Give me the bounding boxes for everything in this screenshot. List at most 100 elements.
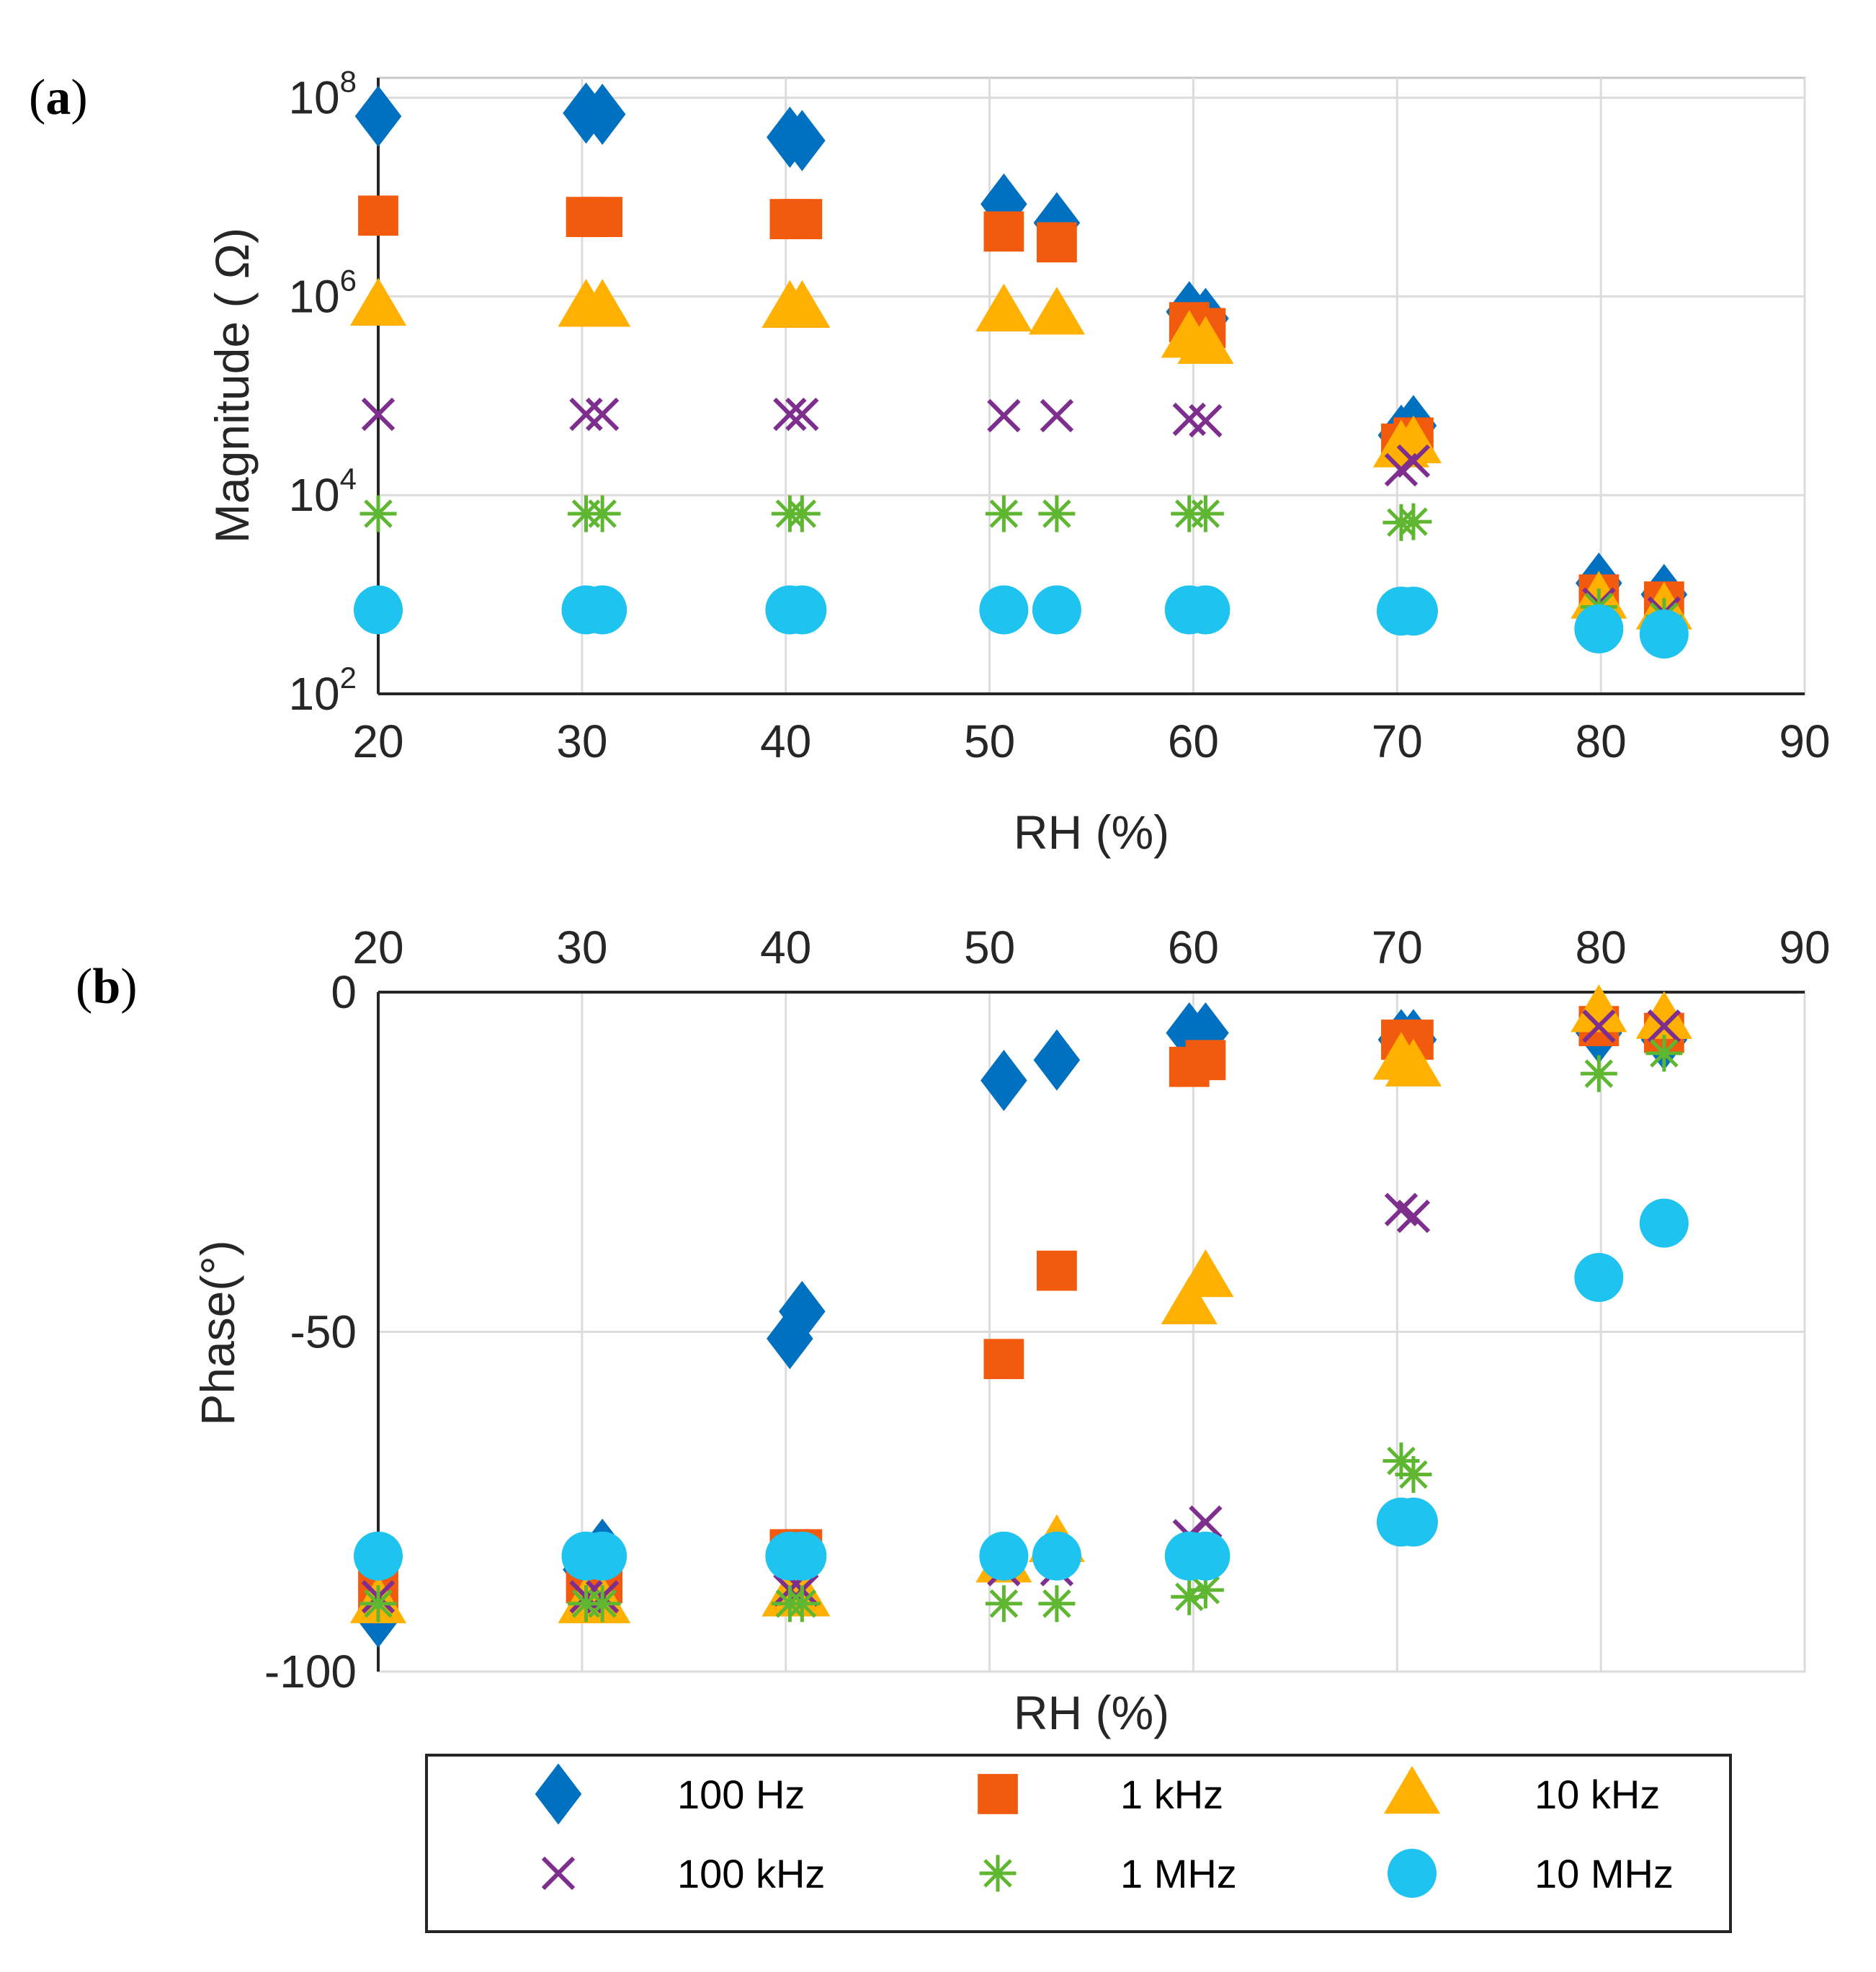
y-tick-b-m100: -100 — [264, 1646, 357, 1697]
data-marks-a — [349, 82, 1692, 659]
x-axis-label-a: RH (%) — [1014, 806, 1169, 859]
legend-label-100-khz: 100 kHz — [677, 1851, 825, 1896]
point-a-1-mhz-4 — [783, 495, 821, 532]
x-tick-b-30: 30 — [556, 922, 607, 973]
panel-b-label: (b) — [76, 959, 138, 1014]
point-a-100-khz-0 — [361, 397, 396, 432]
point-a-10-mhz-4 — [777, 585, 827, 635]
point-a-1-khz-4 — [782, 199, 823, 239]
point-a-10-mhz-5 — [979, 585, 1029, 635]
point-a-100-khz-8 — [1189, 403, 1223, 438]
point-a-100-khz-7 — [1172, 402, 1206, 437]
point-a-10-khz-0 — [349, 277, 407, 326]
legend-label-1-mhz: 1 MHz — [1120, 1851, 1237, 1896]
legend-marker-10-mhz — [1388, 1849, 1437, 1898]
point-a-1-khz-2 — [582, 197, 623, 238]
point-b-10-khz-7 — [1161, 1276, 1218, 1324]
tick-labels-b: 20 30 40 50 60 70 80 90 0 -50 -100 — [264, 922, 1831, 1697]
point-a-10-mhz-12 — [1639, 609, 1689, 659]
point-a-10-khz-6 — [1028, 287, 1086, 335]
point-a-100-khz-5 — [987, 398, 1021, 433]
point-a-1-mhz-2 — [584, 495, 621, 532]
point-a-100-hz-4 — [779, 110, 826, 171]
y-tick-b-0: 0 — [331, 966, 357, 1018]
point-b-1-mhz-5 — [985, 1585, 1022, 1623]
y-axis-label-a: Magnitude ( Ω) — [205, 228, 259, 543]
y-tick-a-1e8: 108 — [288, 65, 357, 124]
point-a-1-mhz-6 — [1038, 495, 1076, 532]
point-a-10-mhz-2 — [578, 585, 627, 635]
point-a-10-khz-4 — [774, 280, 831, 329]
point-b-10-mhz-12 — [1639, 1198, 1689, 1248]
point-b-100-hz-4 — [779, 1280, 826, 1342]
point-b-100-hz-6 — [1033, 1029, 1081, 1091]
point-a-10-khz-5 — [975, 283, 1032, 331]
point-b-1-mhz-10 — [1395, 1456, 1432, 1494]
point-a-1-mhz-5 — [985, 495, 1022, 532]
point-b-10-mhz-0 — [354, 1531, 403, 1581]
point-b-1-mhz-7 — [1171, 1578, 1208, 1615]
legend-label-10-khz: 10 kHz — [1535, 1772, 1660, 1817]
point-a-1-mhz-8 — [1187, 495, 1224, 532]
tick-labels-a: 20 30 40 50 60 70 80 90 102 104 106 108 — [288, 65, 1830, 767]
x-tick-a-70: 70 — [1372, 715, 1423, 767]
legend-label-100-hz: 100 Hz — [677, 1772, 805, 1817]
x-tick-a-90: 90 — [1779, 715, 1830, 767]
point-a-100-khz-6 — [1040, 398, 1074, 433]
point-a-1-khz-0 — [358, 195, 398, 236]
point-a-10-mhz-11 — [1574, 604, 1624, 653]
point-a-10-khz-8 — [1177, 316, 1234, 364]
point-a-10-khz-10 — [1385, 415, 1442, 463]
data-marks-b — [349, 984, 1692, 1648]
point-b-1-khz-6 — [1037, 1250, 1077, 1291]
legend-item-1-mhz: 1 MHz — [979, 1851, 1237, 1896]
x-tick-b-40: 40 — [760, 922, 811, 973]
point-b-10-mhz-10 — [1388, 1497, 1438, 1547]
legend-item-10-mhz: 10 MHz — [1388, 1849, 1674, 1898]
point-b-10-khz-12 — [1635, 991, 1692, 1039]
legend-item-1-khz: 1 kHz — [978, 1772, 1223, 1817]
point-b-10-mhz-11 — [1574, 1253, 1624, 1303]
x-tick-b-70: 70 — [1372, 922, 1423, 973]
legend-marker-100-hz — [535, 1763, 582, 1825]
legend-label-10-mhz: 10 MHz — [1535, 1851, 1674, 1896]
point-a-1-khz-5 — [983, 211, 1024, 252]
point-b-10-mhz-2 — [578, 1531, 627, 1581]
point-a-1-mhz-0 — [359, 495, 397, 532]
point-b-10-khz-8 — [1177, 1249, 1234, 1298]
point-a-10-mhz-0 — [354, 585, 403, 635]
panel-a-label: (a) — [29, 70, 88, 125]
x-tick-b-20: 20 — [352, 922, 403, 973]
x-tick-a-20: 20 — [352, 715, 403, 767]
point-a-10-khz-2 — [574, 279, 631, 327]
point-b-1-mhz-12 — [1645, 1035, 1683, 1072]
x-tick-b-60: 60 — [1168, 922, 1219, 973]
y-tick-a-1e2: 102 — [288, 661, 357, 720]
phase-chart: 20 30 40 50 60 70 80 90 0 -50 -100 RH (%) Phase(°) — [191, 922, 1831, 1739]
point-a-10-mhz-10 — [1388, 586, 1438, 636]
point-b-1-mhz-11 — [1580, 1055, 1617, 1092]
legend-item-10-khz: 10 kHz — [1383, 1765, 1660, 1817]
legend-item-100-khz: 100 kHz — [541, 1851, 825, 1896]
point-b-10-khz-10 — [1385, 1038, 1442, 1087]
y-tick-a-1e4: 104 — [288, 462, 357, 521]
point-a-100-khz-2 — [585, 397, 620, 432]
point-b-10-mhz-6 — [1032, 1531, 1081, 1581]
legend-marker-1-khz — [978, 1774, 1018, 1814]
point-a-100-khz-4 — [785, 397, 819, 432]
x-tick-b-80: 80 — [1576, 922, 1627, 973]
x-tick-a-40: 40 — [760, 715, 811, 767]
x-tick-a-50: 50 — [964, 715, 1015, 767]
point-b-100-khz-11 — [1582, 1009, 1616, 1043]
y-tick-b-m50: -50 — [290, 1306, 357, 1358]
legend-marker-10-khz — [1383, 1765, 1441, 1814]
point-b-10-khz-11 — [1571, 984, 1627, 1032]
point-a-100-khz-10 — [1396, 444, 1431, 478]
point-b-100-khz-10 — [1396, 1199, 1431, 1233]
x-tick-a-60: 60 — [1168, 715, 1219, 767]
legend-label-1-khz: 1 kHz — [1120, 1772, 1223, 1817]
legend-box — [425, 1754, 1732, 1933]
y-axis-label-b: Phase(°) — [191, 1240, 244, 1426]
point-b-1-mhz-2 — [584, 1585, 621, 1623]
